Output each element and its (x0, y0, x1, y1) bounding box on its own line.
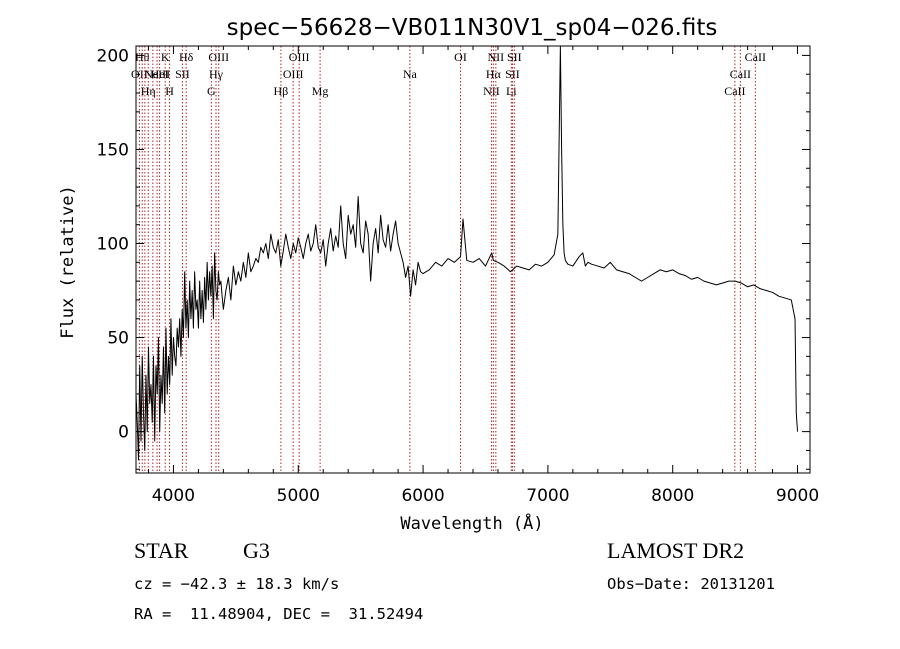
line-marker-label: NeIII (144, 67, 170, 81)
line-marker-label: SII (175, 67, 190, 81)
subclass-label: G3 (243, 538, 270, 563)
chart-title: spec−56628−VB011N30V1_sp04−026.fits (227, 15, 718, 41)
line-marker-label: K (161, 50, 170, 64)
line-marker-label: H (165, 84, 174, 98)
line-marker-label: Hγ (209, 67, 224, 81)
y-tick-label: 50 (107, 329, 129, 349)
line-marker-label: SII (505, 67, 520, 81)
line-marker-label: Na (403, 67, 418, 81)
y-axis-ticks: 0 50 100 150 200 (97, 46, 810, 470)
y-tick-label: 200 (97, 46, 129, 66)
obs-date-line: Obs−Date: 20131201 (607, 575, 775, 593)
spectrum-series (135, 45, 799, 461)
line-marker-label: CaII (745, 50, 766, 64)
x-axis-ticks: 4000 5000 6000 7000 8000 9000 (147, 46, 819, 506)
line-marker-label: NII (483, 84, 500, 98)
line-marker-label: OIII (289, 50, 310, 64)
y-axis-label: Flux (relative) (58, 185, 78, 339)
line-marker-label: Hη (141, 84, 156, 98)
line-marker-label: G (207, 84, 216, 98)
line-marker-label: CaII (724, 84, 745, 98)
redshift-line: cz = −42.3 ± 18.3 km/s (134, 575, 340, 593)
x-tick-label: 7000 (526, 486, 569, 506)
x-tick-label: 5000 (277, 486, 320, 506)
y-tick-label: 0 (118, 423, 129, 443)
line-marker-label: Hθ (135, 50, 150, 64)
line-marker-label: Li (506, 84, 517, 98)
line-marker-label: HeI (151, 67, 169, 81)
emission-line-markers: OIIHθHηNeIIIHeIKHSIIHδGHγOIIIHβOIIIOIIIM… (131, 46, 766, 473)
survey-label: LAMOST DR2 (607, 538, 745, 563)
y-tick-label: 100 (97, 235, 129, 255)
line-marker-label: Mg (312, 84, 329, 98)
x-tick-label: 8000 (651, 486, 694, 506)
line-marker-label: CaII (730, 67, 751, 81)
x-tick-label: 4000 (152, 486, 195, 506)
line-marker-label: NII (488, 50, 505, 64)
coordinates-line: RA = 11.48904, DEC = 31.52494 (134, 605, 424, 623)
line-marker-label: Hα (486, 67, 502, 81)
spectrum-line (135, 45, 799, 461)
line-marker-label: Hδ (179, 50, 194, 64)
x-axis-label: Wavelength (Å) (400, 512, 543, 534)
line-marker-label: OI (454, 50, 467, 64)
class-label: STAR (134, 538, 189, 563)
line-marker-label: Hβ (274, 84, 289, 98)
x-tick-label: 9000 (776, 486, 819, 506)
x-tick-label: 6000 (401, 486, 444, 506)
line-marker-label: SII (507, 50, 522, 64)
y-tick-label: 150 (97, 140, 129, 160)
line-marker-label: OIII (208, 50, 229, 64)
line-marker-label: OIII (283, 67, 304, 81)
plot-frame (135, 45, 811, 474)
